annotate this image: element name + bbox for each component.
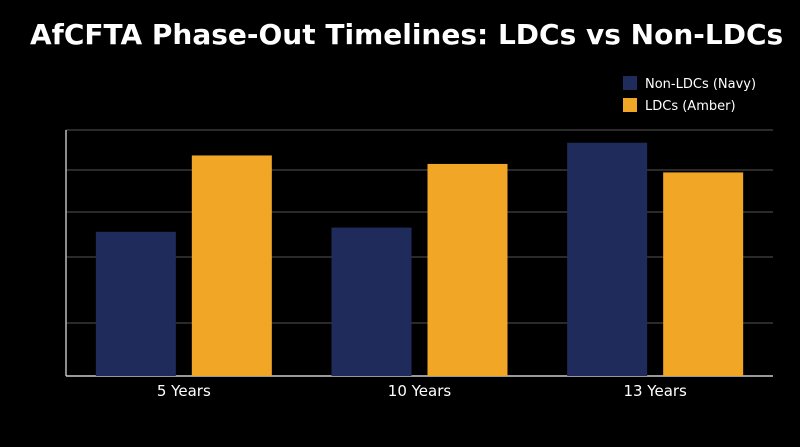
bar — [191, 155, 272, 376]
bar — [95, 231, 176, 376]
x-tick-label: 10 Years — [388, 382, 452, 400]
bar — [567, 142, 648, 376]
x-tick-label: 5 Years — [157, 382, 211, 400]
legend: Non-LDCs (Navy) LDCs (Amber) — [623, 76, 756, 114]
grid-lines — [66, 129, 773, 324]
x-tick-label: 13 Years — [623, 382, 687, 400]
legend-swatch — [623, 98, 637, 112]
chart-title: AfCFTA Phase-Out Timelines: LDCs vs Non-… — [30, 18, 784, 51]
axes — [65, 130, 773, 377]
bar — [427, 163, 508, 376]
bars — [95, 142, 744, 376]
bar — [331, 227, 412, 376]
legend-swatch — [623, 76, 637, 90]
x-tick-labels: 5 Years 10 Years 13 Years — [157, 382, 687, 400]
bar — [663, 172, 744, 376]
legend-label: LDCs (Amber) — [645, 99, 736, 114]
legend-label: Non-LDCs (Navy) — [645, 77, 756, 92]
